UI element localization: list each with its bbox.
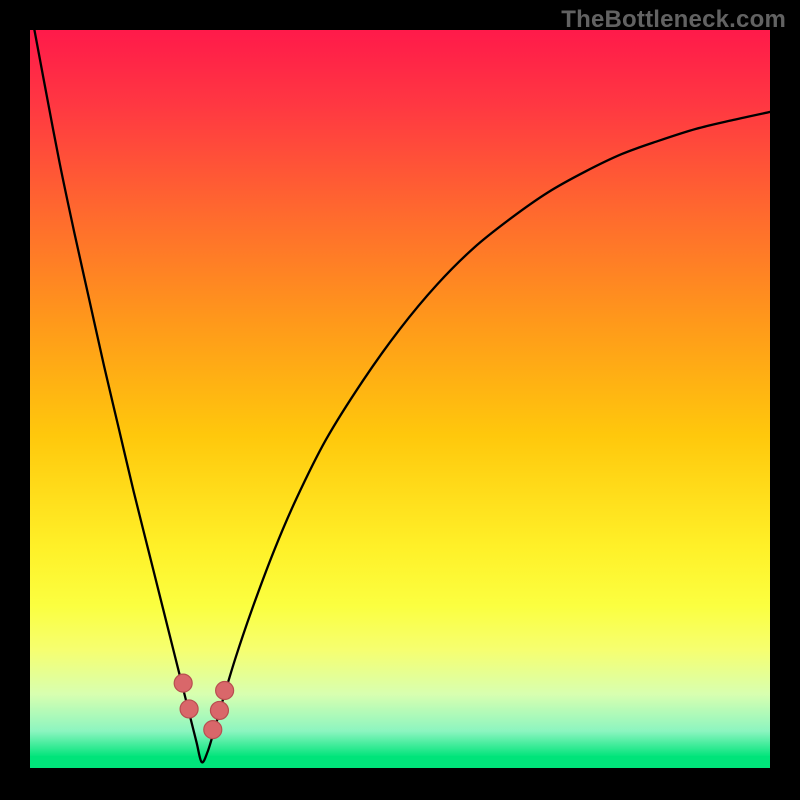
data-marker <box>216 682 234 700</box>
chart-frame: TheBottleneck.com <box>0 0 800 800</box>
data-marker <box>174 674 192 692</box>
bottleneck-curve-chart <box>30 30 770 768</box>
data-marker <box>180 700 198 718</box>
optimal-band <box>30 756 770 768</box>
data-marker <box>210 701 228 719</box>
data-marker <box>204 721 222 739</box>
plot-area <box>30 30 770 768</box>
